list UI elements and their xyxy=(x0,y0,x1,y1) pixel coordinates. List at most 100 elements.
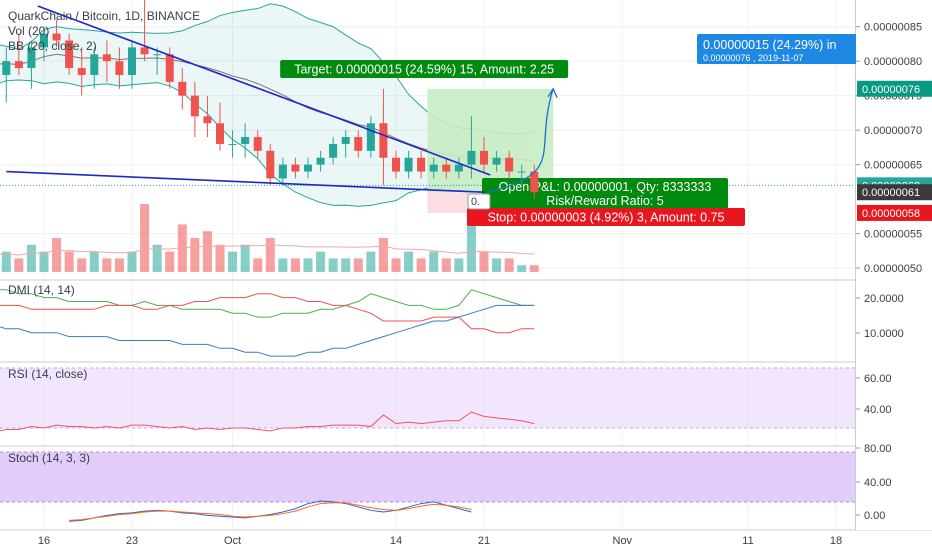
candle xyxy=(14,33,23,75)
candle xyxy=(27,40,36,89)
stoch-band xyxy=(0,452,855,502)
volume-ma xyxy=(0,244,535,256)
candle xyxy=(241,123,250,158)
stoch-pane[interactable] xyxy=(0,451,855,522)
candle-body xyxy=(291,164,300,172)
candle-body xyxy=(153,54,162,56)
price-tick-label: 0.00000065 xyxy=(864,160,922,172)
candle xyxy=(90,47,99,89)
candle xyxy=(228,130,237,158)
candle-body xyxy=(404,157,413,172)
lower-trendline xyxy=(6,170,485,194)
rsi-label: RSI (14, close) xyxy=(8,367,87,381)
candle-body xyxy=(27,47,36,69)
volume-bar xyxy=(89,251,99,272)
volume-bar xyxy=(26,244,36,272)
candle xyxy=(505,150,514,179)
volume-bar xyxy=(127,251,137,272)
volume-bar xyxy=(177,224,187,272)
rr-label: Risk/Reward Ratio: 5 xyxy=(546,194,663,208)
pnl-label-bg xyxy=(482,178,728,210)
dmi-plus-line xyxy=(0,289,535,318)
candle xyxy=(454,157,463,179)
stoch-label: Stoch (14, 3, 3) xyxy=(8,451,90,465)
candle-body xyxy=(178,81,187,96)
volume-bar xyxy=(353,258,363,272)
volume-bar xyxy=(64,251,74,272)
candlesticks[interactable] xyxy=(0,0,539,200)
candle xyxy=(266,143,275,186)
volume-bars xyxy=(0,204,539,272)
volume-bar xyxy=(492,258,502,272)
volume-bar xyxy=(391,258,401,272)
time-tick-label: Oct xyxy=(224,535,241,547)
volume-bar xyxy=(114,258,124,272)
candle xyxy=(429,157,438,179)
time-tick-label: 21 xyxy=(478,535,490,547)
pnl-label: Open P&L: 0.00000001, Qty: 8333333 xyxy=(499,180,712,194)
candle-body xyxy=(442,164,451,172)
stoch-tick-label: 0.00 xyxy=(864,510,885,522)
rsi-pane[interactable] xyxy=(0,367,855,432)
candle-body xyxy=(65,40,74,69)
candle-body xyxy=(2,61,11,75)
candle-body xyxy=(429,164,438,172)
candle-body xyxy=(253,137,262,151)
trendlines[interactable] xyxy=(6,5,491,194)
candle-body xyxy=(454,164,463,172)
price-badge-label: 0.00000076 xyxy=(862,84,920,96)
candle-body xyxy=(115,61,124,75)
dmi-minus-line xyxy=(0,293,535,334)
price-tick-label: 0.00000085 xyxy=(864,22,922,34)
volume-bar xyxy=(328,258,338,272)
time-scale[interactable]: 16 23 Oct 14 21 Nov 11 18 xyxy=(38,535,842,547)
candle-body xyxy=(480,150,488,165)
volume-bar xyxy=(253,258,263,272)
volume-bar xyxy=(466,210,476,272)
candle xyxy=(316,150,325,172)
candle xyxy=(278,157,287,186)
time-tick-label: 14 xyxy=(390,535,402,547)
volume-bar xyxy=(14,258,24,272)
volume-bar xyxy=(378,238,388,272)
stoch-d-line xyxy=(69,502,472,521)
price-tick-label: 0.00000050 xyxy=(864,263,922,275)
candle-body xyxy=(417,157,426,172)
volume-bar xyxy=(1,251,11,272)
candle-body xyxy=(128,47,136,75)
rsi-line xyxy=(0,411,535,432)
volume-bar xyxy=(341,258,351,272)
price-tick-label: 0.00000070 xyxy=(864,125,922,137)
volume-bar xyxy=(303,258,313,272)
dmi-tick-label: 10.0000 xyxy=(864,328,904,340)
candle xyxy=(115,47,124,89)
projection-arrowhead xyxy=(547,87,558,99)
candle xyxy=(341,130,350,158)
candle-body xyxy=(505,157,514,172)
volume-bar xyxy=(39,251,49,272)
candle-body xyxy=(40,33,48,48)
candle xyxy=(128,40,136,89)
candle-body xyxy=(329,143,338,158)
price-projection[interactable]: 0.00000015 (24.29%) in0.00000076 , 2019-… xyxy=(487,34,857,193)
time-tick-label: 18 xyxy=(830,535,842,547)
volume-bar xyxy=(504,258,514,272)
volume-bar xyxy=(517,265,527,272)
candle xyxy=(102,40,111,82)
volume-bar xyxy=(215,244,225,272)
candle-body xyxy=(14,61,23,69)
price-scale[interactable]: 0.000000850.000000800.000000750.00000070… xyxy=(856,0,932,530)
rsi-tick-label: 60.00 xyxy=(864,373,892,385)
stop-label-bg xyxy=(467,208,745,226)
candle xyxy=(190,81,199,138)
dmi-pane[interactable] xyxy=(0,286,535,357)
candle-body xyxy=(241,137,250,144)
volume-bar xyxy=(152,244,162,272)
price-tick-label: 0.00000055 xyxy=(864,229,922,241)
candle xyxy=(216,102,224,151)
volume-bar xyxy=(77,258,87,272)
target-label-bg xyxy=(280,60,569,78)
candle xyxy=(442,157,451,179)
candle-body xyxy=(140,47,149,55)
